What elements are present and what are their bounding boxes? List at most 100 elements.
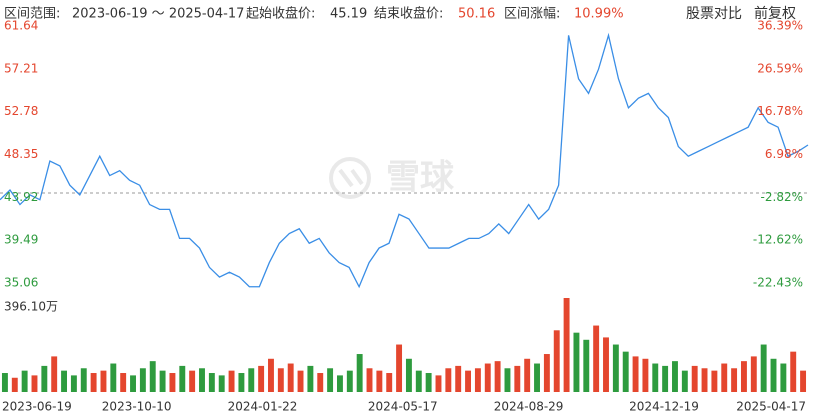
range-label: 区间范围: — [4, 7, 60, 22]
volume-bar — [51, 356, 58, 392]
volume-bar — [110, 363, 117, 392]
start-label: 起始收盘价: — [246, 6, 315, 22]
compare-button[interactable]: 股票对比 — [686, 6, 742, 22]
volume-bar — [583, 339, 590, 392]
end-close: 50.16 — [458, 7, 495, 22]
volume-bar — [297, 370, 304, 392]
volume-bar — [721, 363, 728, 392]
volume-bar — [218, 375, 225, 392]
end-label: 结束收盘价: — [374, 6, 443, 22]
volume-bar — [100, 370, 107, 392]
volume-bar — [504, 368, 511, 392]
volume-bar — [790, 351, 797, 392]
volume-bar — [543, 354, 550, 392]
volume-bar — [179, 365, 186, 392]
watermark-logo-mark — [338, 168, 364, 188]
volume-bar — [120, 373, 127, 392]
change-label: 区间涨幅: — [504, 7, 560, 22]
volume-bar — [346, 370, 353, 392]
volume-bar — [336, 375, 343, 392]
x-tick-label: 2024-01-22 — [228, 400, 298, 414]
volume-bar — [130, 375, 136, 392]
volume-bar — [268, 358, 274, 392]
x-tick-label: 2024-08-29 — [494, 400, 564, 414]
volume-bar — [159, 370, 166, 392]
volume-bar — [573, 332, 580, 392]
volume-bar — [731, 368, 738, 392]
y2-tick-label: 16.78% — [757, 104, 803, 118]
volume-bar — [780, 363, 787, 392]
volume-bar — [405, 358, 412, 392]
volume-bar — [603, 337, 609, 392]
volume-bar — [553, 330, 560, 392]
volume-bar — [484, 363, 491, 392]
volume-bar — [425, 373, 432, 392]
x-tick-label: 2023-10-10 — [102, 400, 172, 414]
volume-bar — [21, 370, 28, 392]
volume-bar — [494, 361, 501, 392]
y-tick-label: 52.78 — [4, 104, 38, 118]
volume-bar — [277, 368, 284, 392]
volume-bar — [396, 344, 403, 392]
volume-bar — [681, 370, 688, 392]
volume-bar — [376, 370, 383, 392]
watermark-text: 雪球 — [386, 158, 455, 198]
volume-bar — [248, 368, 255, 392]
y2-tick-label: -12.62% — [753, 233, 803, 247]
volume-bar — [228, 370, 235, 392]
price-line — [0, 32, 809, 289]
volume-bar — [80, 368, 87, 392]
volume-bar — [632, 356, 639, 392]
adjust-button[interactable]: 前复权 — [754, 5, 796, 22]
volume-bar — [672, 361, 678, 392]
volume-bar — [593, 325, 600, 392]
volume-bar — [31, 375, 38, 392]
volume-bar — [61, 370, 68, 392]
volume-bar — [563, 298, 570, 392]
volume-bar — [317, 373, 324, 392]
volume-bar — [711, 370, 718, 392]
x-tick-label: 2024-05-17 — [368, 400, 438, 414]
volume-bar — [1, 373, 8, 392]
start-close: 45.19 — [330, 7, 367, 22]
volume-bar — [415, 370, 422, 392]
volume-bar — [41, 365, 48, 392]
volume-bar — [662, 365, 669, 392]
header: 区间范围: 2023-06-19 ～ 2025-04-17 起始收盘价: 45.… — [4, 5, 796, 22]
range: 2023-06-19 ～ 2025-04-17 — [72, 7, 244, 22]
y-tick-label: 35.06 — [4, 276, 38, 290]
volume-bar — [652, 363, 659, 392]
y2-tick-label: -2.82% — [761, 190, 803, 204]
change: 10.99% — [574, 7, 624, 22]
x-tick-label: 2023-06-19 — [2, 400, 72, 414]
volume-bar — [642, 358, 649, 392]
volume-bar — [435, 375, 442, 392]
volume-bar — [445, 368, 452, 392]
volume-bar — [534, 363, 540, 392]
x-tick-label: 2024-12-19 — [629, 400, 699, 414]
y2-tick-label: 36.39% — [757, 19, 803, 33]
volume-bar — [386, 373, 393, 392]
volume-bar — [70, 375, 77, 392]
y-tick-label: 39.49 — [4, 233, 38, 247]
volume-bar — [189, 370, 196, 392]
volume-bar — [691, 365, 698, 392]
y-tick-label: 43.92 — [4, 190, 38, 204]
volume-bar — [208, 373, 215, 392]
volume-bar — [740, 361, 747, 392]
y2-tick-label: 26.59% — [757, 61, 803, 75]
volume-bar — [327, 368, 334, 392]
y-tick-label: 57.21 — [4, 61, 38, 75]
y-tick-label: 61.64 — [4, 19, 38, 33]
volume-bar — [307, 365, 314, 392]
y2-tick-label: 6.98% — [765, 147, 803, 161]
volume-bar — [11, 377, 18, 392]
volume-bar — [800, 370, 807, 392]
volume-tick-label: 396.10万 — [4, 300, 58, 314]
volume-bar — [258, 365, 265, 392]
volume-bar — [760, 344, 767, 392]
volume-bar — [366, 368, 373, 392]
volume-bar — [701, 368, 708, 392]
watermark: 雪球 — [329, 157, 455, 199]
